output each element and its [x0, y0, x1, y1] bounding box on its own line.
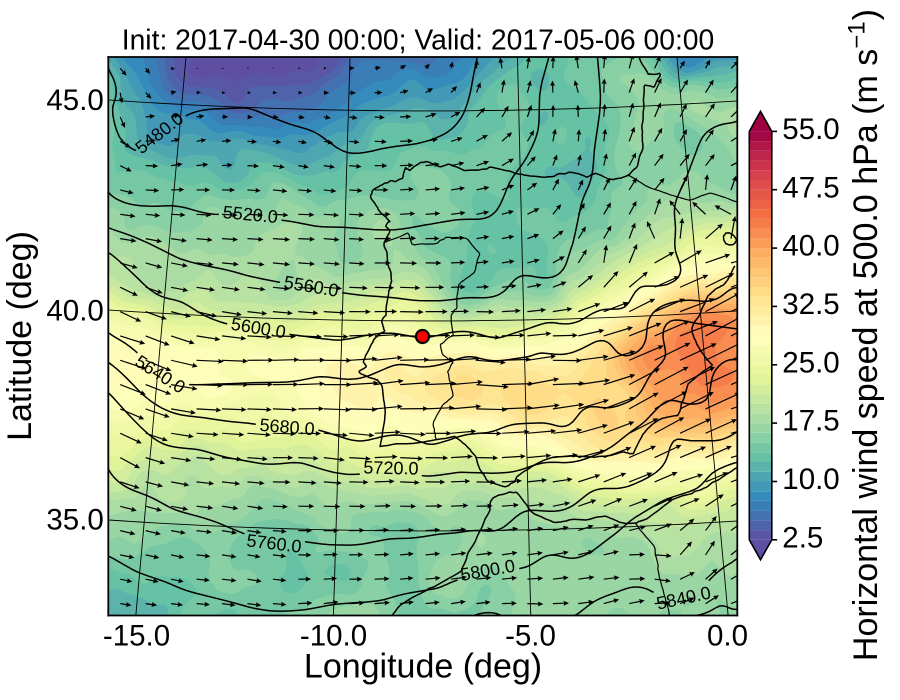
svg-text:5680.0: 5680.0: [259, 415, 315, 439]
svg-text:10.0: 10.0: [782, 463, 839, 496]
svg-text:Longitude (deg): Longitude (deg): [304, 648, 542, 686]
svg-text:Latitude (deg): Latitude (deg): [1, 231, 39, 441]
svg-text:17.5: 17.5: [782, 405, 839, 438]
svg-text:2.5: 2.5: [782, 521, 823, 554]
svg-text:25.0: 25.0: [782, 346, 839, 379]
svg-text:40.0: 40.0: [782, 230, 839, 263]
svg-text:-10.0: -10.0: [300, 619, 367, 652]
svg-text:H o r i z: H o r i z o n t a l w i n d s p e e d a …: [843, 5, 885, 661]
svg-text:45.0: 45.0: [46, 84, 103, 117]
svg-text:Init: 2017-04-30 00:00; Valid:: Init: 2017-04-30 00:00; Valid: 2017-05-0…: [122, 24, 715, 56]
svg-text:47.5: 47.5: [782, 171, 839, 204]
svg-text:-15.0: -15.0: [103, 619, 170, 652]
svg-text:32.5: 32.5: [782, 288, 839, 321]
svg-text:40.0: 40.0: [46, 295, 103, 328]
svg-text:5720.0: 5720.0: [363, 457, 419, 478]
svg-text:0.0: 0.0: [707, 619, 748, 652]
svg-text:55.0: 55.0: [782, 113, 839, 146]
svg-text:35.0: 35.0: [46, 504, 103, 537]
svg-text:-5.0: -5.0: [505, 619, 556, 652]
